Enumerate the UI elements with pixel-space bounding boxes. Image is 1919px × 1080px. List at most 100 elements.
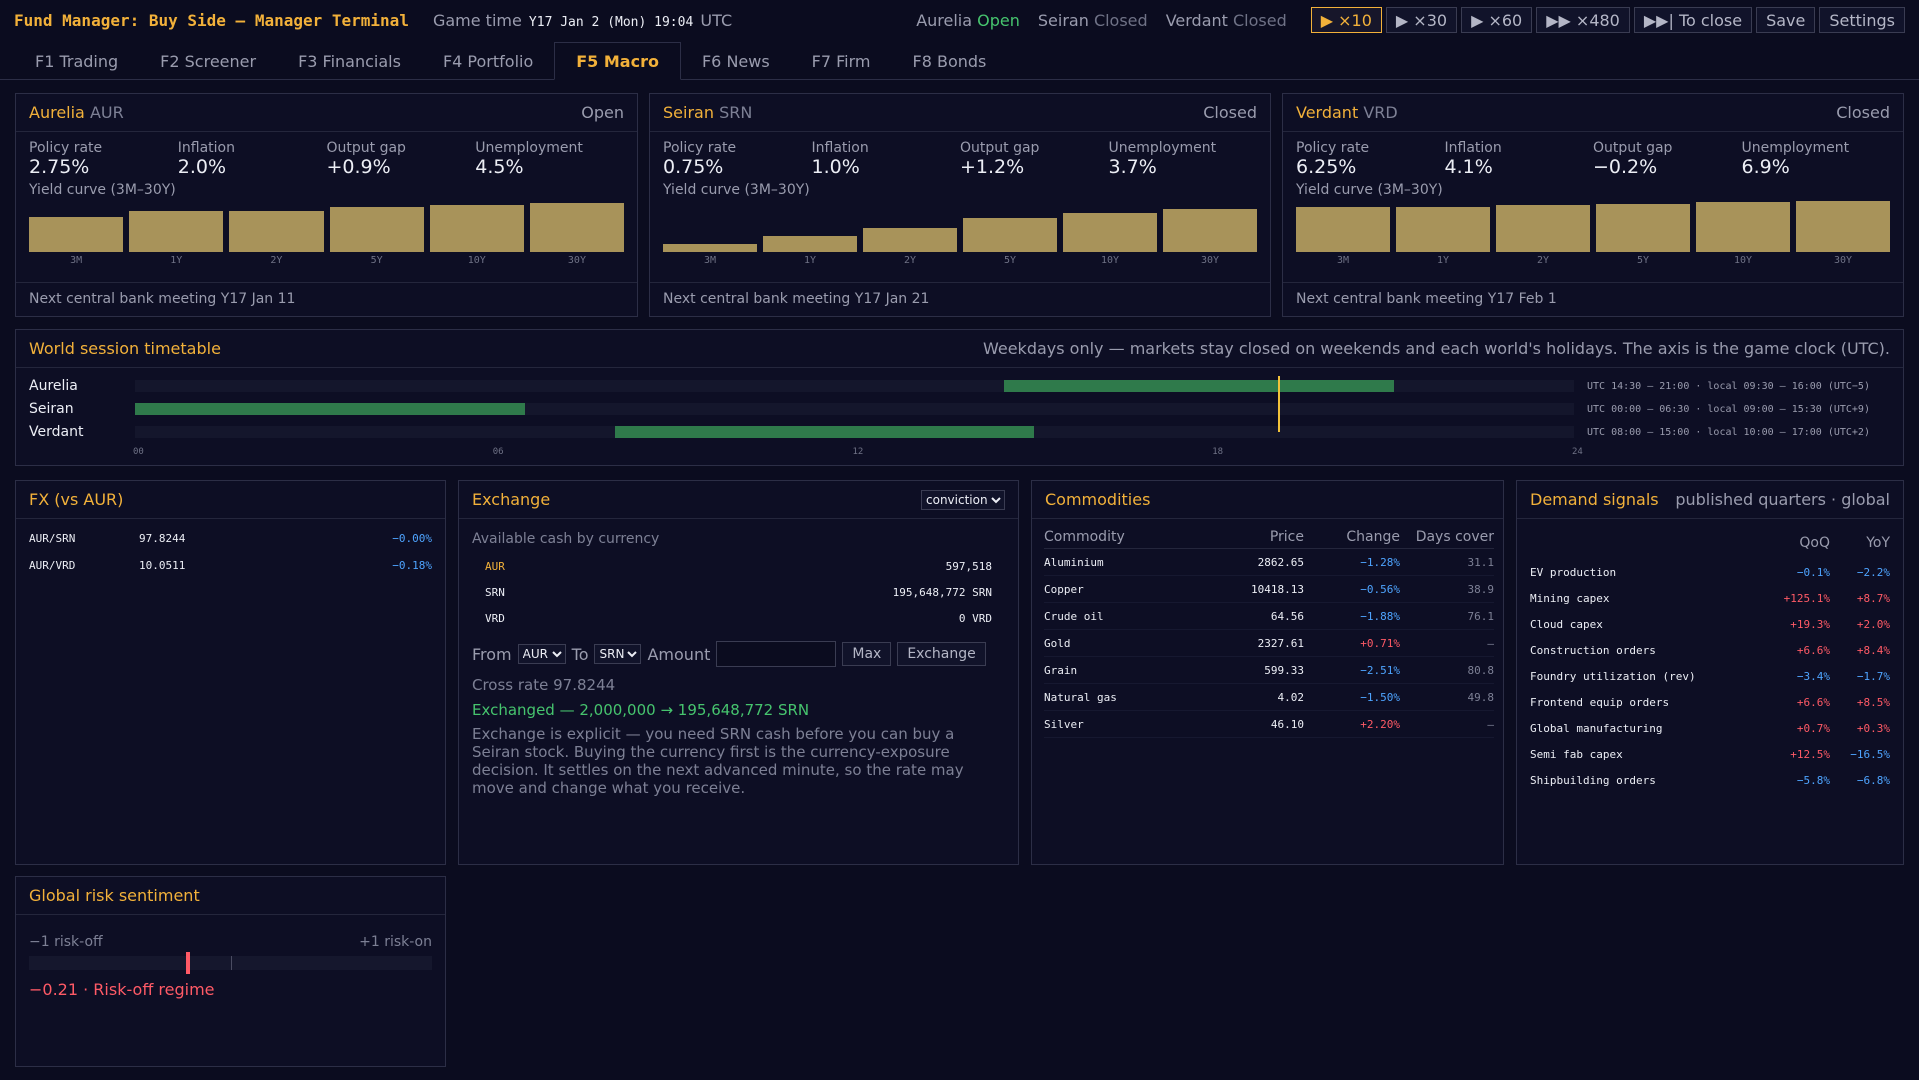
commodity-price: 10418.13 bbox=[1251, 582, 1304, 596]
exchange-header: Exchange conviction bbox=[459, 481, 1018, 519]
exchange-mode-select[interactable]: conviction bbox=[921, 489, 1005, 510]
commodity-price: 64.56 bbox=[1270, 609, 1304, 623]
fx-change: −0.18% bbox=[392, 559, 432, 572]
session-window bbox=[135, 403, 525, 415]
speed-x480-button[interactable]: ▶▶ ×480 bbox=[1536, 7, 1630, 33]
demand-name: EV production bbox=[1530, 565, 1617, 579]
country-panel-aurelia: Aurelia AUR Open Policy rate 2.75% Inflat… bbox=[15, 93, 638, 317]
commodity-row[interactable]: Copper 10418.13 −0.56% 38.9 bbox=[1044, 576, 1494, 603]
yield-bar-1y bbox=[129, 211, 224, 252]
yield-curve-ticks: 3M 1Y 2Y 5Y 10Y 30Y bbox=[663, 255, 1257, 266]
yield-bar-3m bbox=[1296, 206, 1390, 252]
yield-tick-label: 2Y bbox=[1536, 255, 1550, 266]
risk-scale-labels: −1 risk-off +1 risk-on bbox=[16, 915, 445, 950]
commodity-row[interactable]: Grain 599.33 −2.51% 80.8 bbox=[1044, 657, 1494, 684]
commodity-row[interactable]: Natural gas 4.02 −1.50% 49.8 bbox=[1044, 684, 1494, 711]
commodity-name: Aluminium bbox=[1044, 555, 1104, 569]
from-label: From bbox=[472, 644, 512, 664]
demand-row[interactable]: Cloud capex +19.3% +2.0% bbox=[1517, 611, 1903, 637]
demand-name: Frontend equip orders bbox=[1530, 695, 1670, 709]
time-controls: ▶ ×10 ▶ ×30 ▶ ×60 ▶▶ ×480 ▶▶| To close S… bbox=[1310, 7, 1905, 33]
game-time: Game time Y17 Jan 2 (Mon) 19:04 UTC bbox=[433, 11, 732, 30]
demand-row[interactable]: Foundry utilization (rev) −3.4% −1.7% bbox=[1517, 663, 1903, 689]
tab-firm[interactable]: F7 Firm bbox=[811, 51, 871, 71]
exchange-help: Exchange is explicit — you need SRN cash… bbox=[472, 725, 964, 797]
demand-name: Mining capex bbox=[1530, 591, 1610, 605]
cash-row-srn: SRN 195,648,772 SRN bbox=[485, 585, 992, 599]
session-row-verdant: Verdant UTC 08:00 – 15:00 · local 10:00 –… bbox=[29, 424, 1899, 440]
demand-row[interactable]: Shipbuilding orders −5.8% −6.8% bbox=[1517, 767, 1903, 793]
session-market-name: Verdant bbox=[29, 424, 84, 440]
tab-financials[interactable]: F3 Financials bbox=[298, 51, 401, 71]
to-currency-select[interactable]: SRN bbox=[594, 644, 642, 664]
settings-button[interactable]: Settings bbox=[1819, 7, 1905, 33]
commodity-change: +0.71% bbox=[1360, 636, 1400, 650]
demand-row[interactable]: Construction orders +6.6% +8.4% bbox=[1517, 637, 1903, 663]
macro-stats: Policy rate 0.75% Inflation 1.0% Output ga… bbox=[650, 132, 1270, 178]
demand-qoq: +19.3% bbox=[1790, 617, 1830, 631]
timetable-axis-tick: 18 bbox=[1212, 447, 1224, 457]
timetable-axis-tick: 12 bbox=[852, 447, 864, 457]
demand-rows: EV production −0.1% −2.2% Mining capex +125.… bbox=[1517, 559, 1903, 793]
yield-tick-label: 1Y bbox=[1436, 255, 1450, 266]
yield-curve-ticks: 3M 1Y 2Y 5Y 10Y 30Y bbox=[29, 255, 624, 266]
exchange-body: Available cash by currency AUR 597,518 SR… bbox=[459, 519, 1018, 797]
tab-portfolio[interactable]: F4 Portfolio bbox=[442, 51, 534, 71]
demand-title: Demand signals bbox=[1530, 490, 1659, 509]
timetable-note: Weekdays only — markets stay closed on w… bbox=[982, 339, 1890, 358]
exchange-button[interactable]: Exchange bbox=[897, 642, 986, 666]
yield-curve-label: Yield curve (3M–30Y) bbox=[29, 182, 176, 198]
market-status-list: Aurelia Open Seiran Closed Verdant Close… bbox=[916, 11, 1287, 30]
demand-row[interactable]: EV production −0.1% −2.2% bbox=[1517, 559, 1903, 585]
timetable-axis-tick: 06 bbox=[492, 447, 504, 457]
commodity-row[interactable]: Gold 2327.61 +0.71% — bbox=[1044, 630, 1494, 657]
demand-name: Construction orders bbox=[1530, 643, 1656, 657]
demand-header: Demand signals published quarters · glob… bbox=[1517, 481, 1903, 519]
commodities-panel: Commodities Commodity Price Change Days … bbox=[1031, 480, 1504, 865]
to-label: To bbox=[571, 644, 589, 664]
country-code: VRD bbox=[1363, 103, 1398, 122]
exchange-title: Exchange bbox=[472, 490, 551, 509]
yield-tick-label: 5Y bbox=[370, 255, 383, 266]
commodity-row[interactable]: Aluminium 2862.65 −1.28% 31.1 bbox=[1044, 549, 1494, 576]
to-close-button[interactable]: ▶▶| To close bbox=[1633, 7, 1753, 33]
fx-row[interactable]: AUR/VRD 10.0511 −0.18% bbox=[16, 552, 445, 579]
session-track bbox=[135, 380, 1574, 392]
yield-bar-1y bbox=[763, 236, 857, 252]
max-button[interactable]: Max bbox=[842, 642, 892, 666]
save-button[interactable]: Save bbox=[1756, 7, 1816, 33]
stat-output-gap: Output gap −0.2% bbox=[1593, 140, 1673, 178]
tab-trading[interactable]: F1 Trading bbox=[35, 51, 119, 71]
demand-row[interactable]: Global manufacturing +0.7% +0.3% bbox=[1517, 715, 1903, 741]
stat-unemployment: Unemployment 3.7% bbox=[1108, 140, 1217, 178]
yield-bar-2y bbox=[229, 210, 324, 252]
commodity-row[interactable]: Crude oil 64.56 −1.88% 76.1 bbox=[1044, 603, 1494, 630]
amount-input[interactable] bbox=[716, 641, 837, 667]
market-status-seiran: Seiran Closed bbox=[1037, 10, 1148, 30]
demand-row[interactable]: Semi fab capex +12.5% −16.5% bbox=[1517, 741, 1903, 767]
yield-tick-label: 10Y bbox=[1100, 255, 1120, 266]
country-code: AUR bbox=[89, 103, 124, 122]
from-currency-select[interactable]: AUR bbox=[517, 644, 566, 664]
tab-bonds[interactable]: F8 Bonds bbox=[912, 51, 987, 71]
commodity-days-cover: 76.1 bbox=[1467, 609, 1495, 623]
tab-screener[interactable]: F2 Screener bbox=[160, 51, 257, 71]
risk-gauge-center bbox=[230, 956, 232, 970]
demand-row[interactable]: Mining capex +125.1% +8.7% bbox=[1517, 585, 1903, 611]
game-time-value: Y17 Jan 2 (Mon) 19:04 bbox=[528, 14, 694, 30]
risk-readout: −0.21 · Risk-off regime bbox=[29, 980, 215, 999]
country-name: Seiran bbox=[663, 103, 714, 122]
speed-x60-button[interactable]: ▶ ×60 bbox=[1461, 7, 1533, 33]
speed-x10-button[interactable]: ▶ ×10 bbox=[1310, 7, 1382, 33]
risk-on-label: +1 risk-on bbox=[359, 934, 432, 950]
stat-output-gap: Output gap +0.9% bbox=[326, 140, 406, 178]
demand-row[interactable]: Frontend equip orders +6.6% +8.5% bbox=[1517, 689, 1903, 715]
fx-row[interactable]: AUR/SRN 97.8244 −0.00% bbox=[16, 525, 445, 552]
commodity-price: 599.33 bbox=[1264, 663, 1304, 677]
commodity-row[interactable]: Silver 46.10 +2.20% — bbox=[1044, 711, 1494, 738]
yield-bar-10y bbox=[429, 204, 524, 252]
tab-macro[interactable]: F5 Macro bbox=[554, 42, 681, 80]
yield-tick-label: 3M bbox=[70, 255, 83, 266]
tab-news[interactable]: F6 News bbox=[701, 51, 770, 71]
speed-x30-button[interactable]: ▶ ×30 bbox=[1385, 7, 1458, 33]
